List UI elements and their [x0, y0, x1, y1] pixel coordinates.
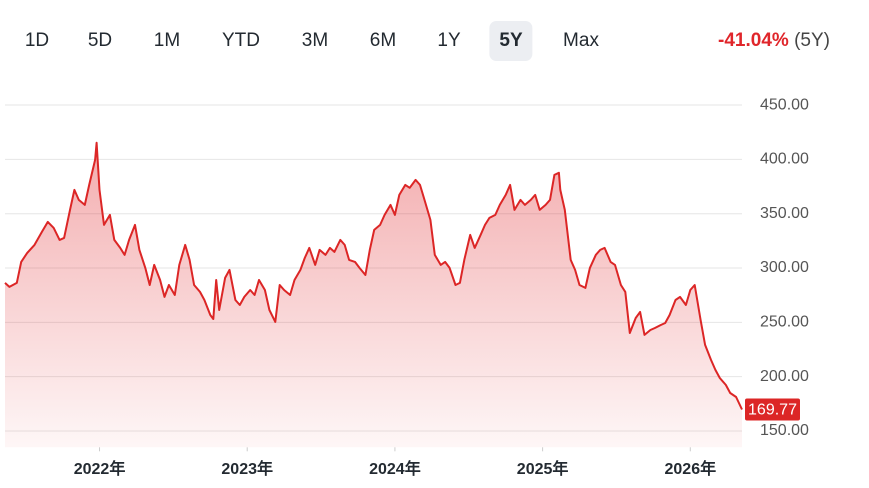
range-button[interactable]: 1M — [153, 30, 181, 51]
y-tick-label: 200.00 — [760, 368, 809, 385]
range-button[interactable]: YTD — [222, 30, 260, 51]
change: -41.04% (5Y) — [718, 21, 830, 61]
area-fill — [5, 142, 742, 448]
last-price-box — [745, 398, 800, 421]
change-percent: -41.04% — [718, 30, 789, 51]
price-line — [4, 141, 743, 410]
y-tick-label: 350.00 — [760, 205, 809, 222]
y-tick-label: 450.00 — [760, 96, 809, 113]
range-button[interactable]: 5D — [87, 30, 113, 51]
x-tick-label: 2022年 — [74, 459, 126, 478]
x-tick-label: 2024年 — [369, 459, 421, 478]
range-button[interactable]: 6M — [369, 30, 397, 51]
range-button[interactable]: Max — [563, 30, 599, 51]
y-tick-label: 150.00 — [760, 422, 809, 439]
range-button[interactable]: 1D — [24, 30, 50, 51]
x-tick-label: 2023年 — [221, 459, 273, 478]
x-tick-label: 2025年 — [517, 459, 569, 478]
y-tick-label: 300.00 — [760, 259, 809, 276]
y-tick-label: 250.00 — [760, 314, 809, 331]
range-button[interactable]: 5Y — [489, 21, 533, 61]
y-tick-label: 400.00 — [760, 151, 809, 168]
x-tick-label: 2026年 — [665, 459, 717, 478]
range-button[interactable]: 3M — [301, 30, 329, 51]
range-button[interactable]: 1Y — [437, 30, 461, 51]
change-period: (5Y) — [794, 30, 830, 51]
last-price-label: 169.77 — [748, 402, 797, 419]
